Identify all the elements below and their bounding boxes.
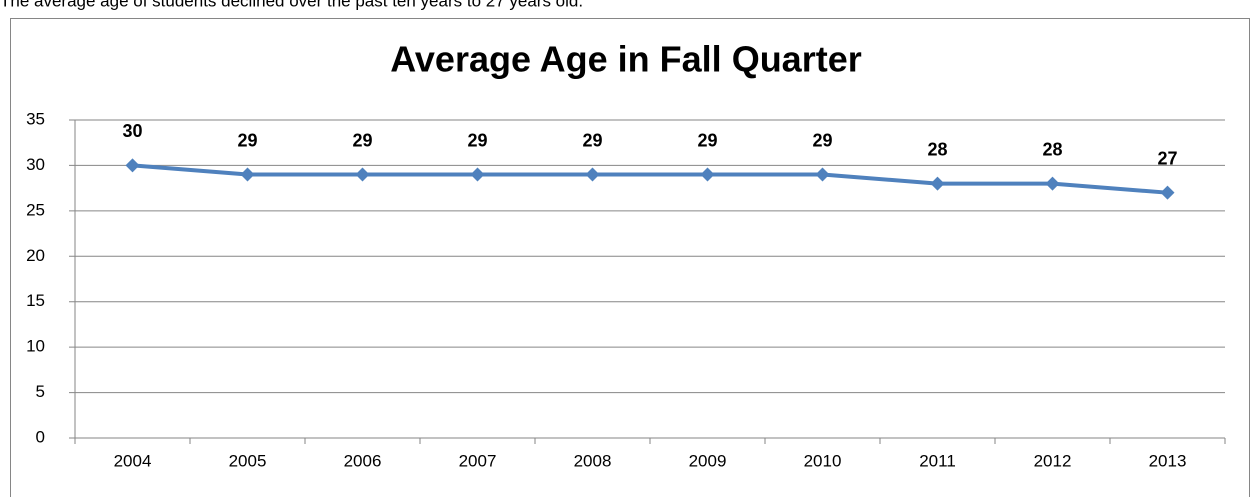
y-tick-label: 15 <box>26 291 45 310</box>
data-label: 29 <box>582 130 602 150</box>
marker <box>1160 185 1175 200</box>
y-tick-label: 35 <box>26 109 45 128</box>
y-tick-label: 20 <box>26 246 45 265</box>
data-label: 29 <box>812 130 832 150</box>
x-tick-label: 2004 <box>114 451 152 470</box>
y-tick-label: 30 <box>26 155 45 174</box>
marker <box>1045 176 1060 191</box>
data-label: 27 <box>1157 148 1177 168</box>
data-label: 28 <box>927 139 947 159</box>
x-tick-label: 2007 <box>459 451 497 470</box>
marker <box>930 176 945 191</box>
marker <box>815 167 830 182</box>
marker <box>700 167 715 182</box>
x-tick-label: 2010 <box>804 451 842 470</box>
y-tick-label: 10 <box>26 337 45 356</box>
marker <box>585 167 600 182</box>
x-tick-label: 2006 <box>344 451 382 470</box>
data-label: 28 <box>1042 139 1062 159</box>
y-tick-label: 0 <box>36 427 45 446</box>
x-tick-label: 2005 <box>229 451 267 470</box>
x-tick-label: 2011 <box>919 451 956 470</box>
series-line <box>132 163 1168 195</box>
y-tick-label: 5 <box>36 382 45 401</box>
chart-frame <box>10 18 1250 499</box>
data-label: 29 <box>237 130 257 150</box>
marker <box>470 167 485 182</box>
marker <box>125 158 140 173</box>
x-tick-label: 2013 <box>1149 451 1187 470</box>
data-label: 30 <box>122 121 142 141</box>
chart-title: Average Age in Fall Quarter <box>390 39 861 80</box>
x-tick-label: 2012 <box>1034 451 1072 470</box>
data-label: 29 <box>697 130 717 150</box>
marker <box>355 167 370 182</box>
data-label: 29 <box>352 130 372 150</box>
caption: The average age of students declined ove… <box>0 0 583 10</box>
x-tick-label: 2009 <box>689 451 727 470</box>
y-tick-label: 25 <box>26 200 45 219</box>
x-tick-label: 2008 <box>574 451 612 470</box>
data-label: 29 <box>467 130 487 150</box>
marker <box>240 167 255 182</box>
